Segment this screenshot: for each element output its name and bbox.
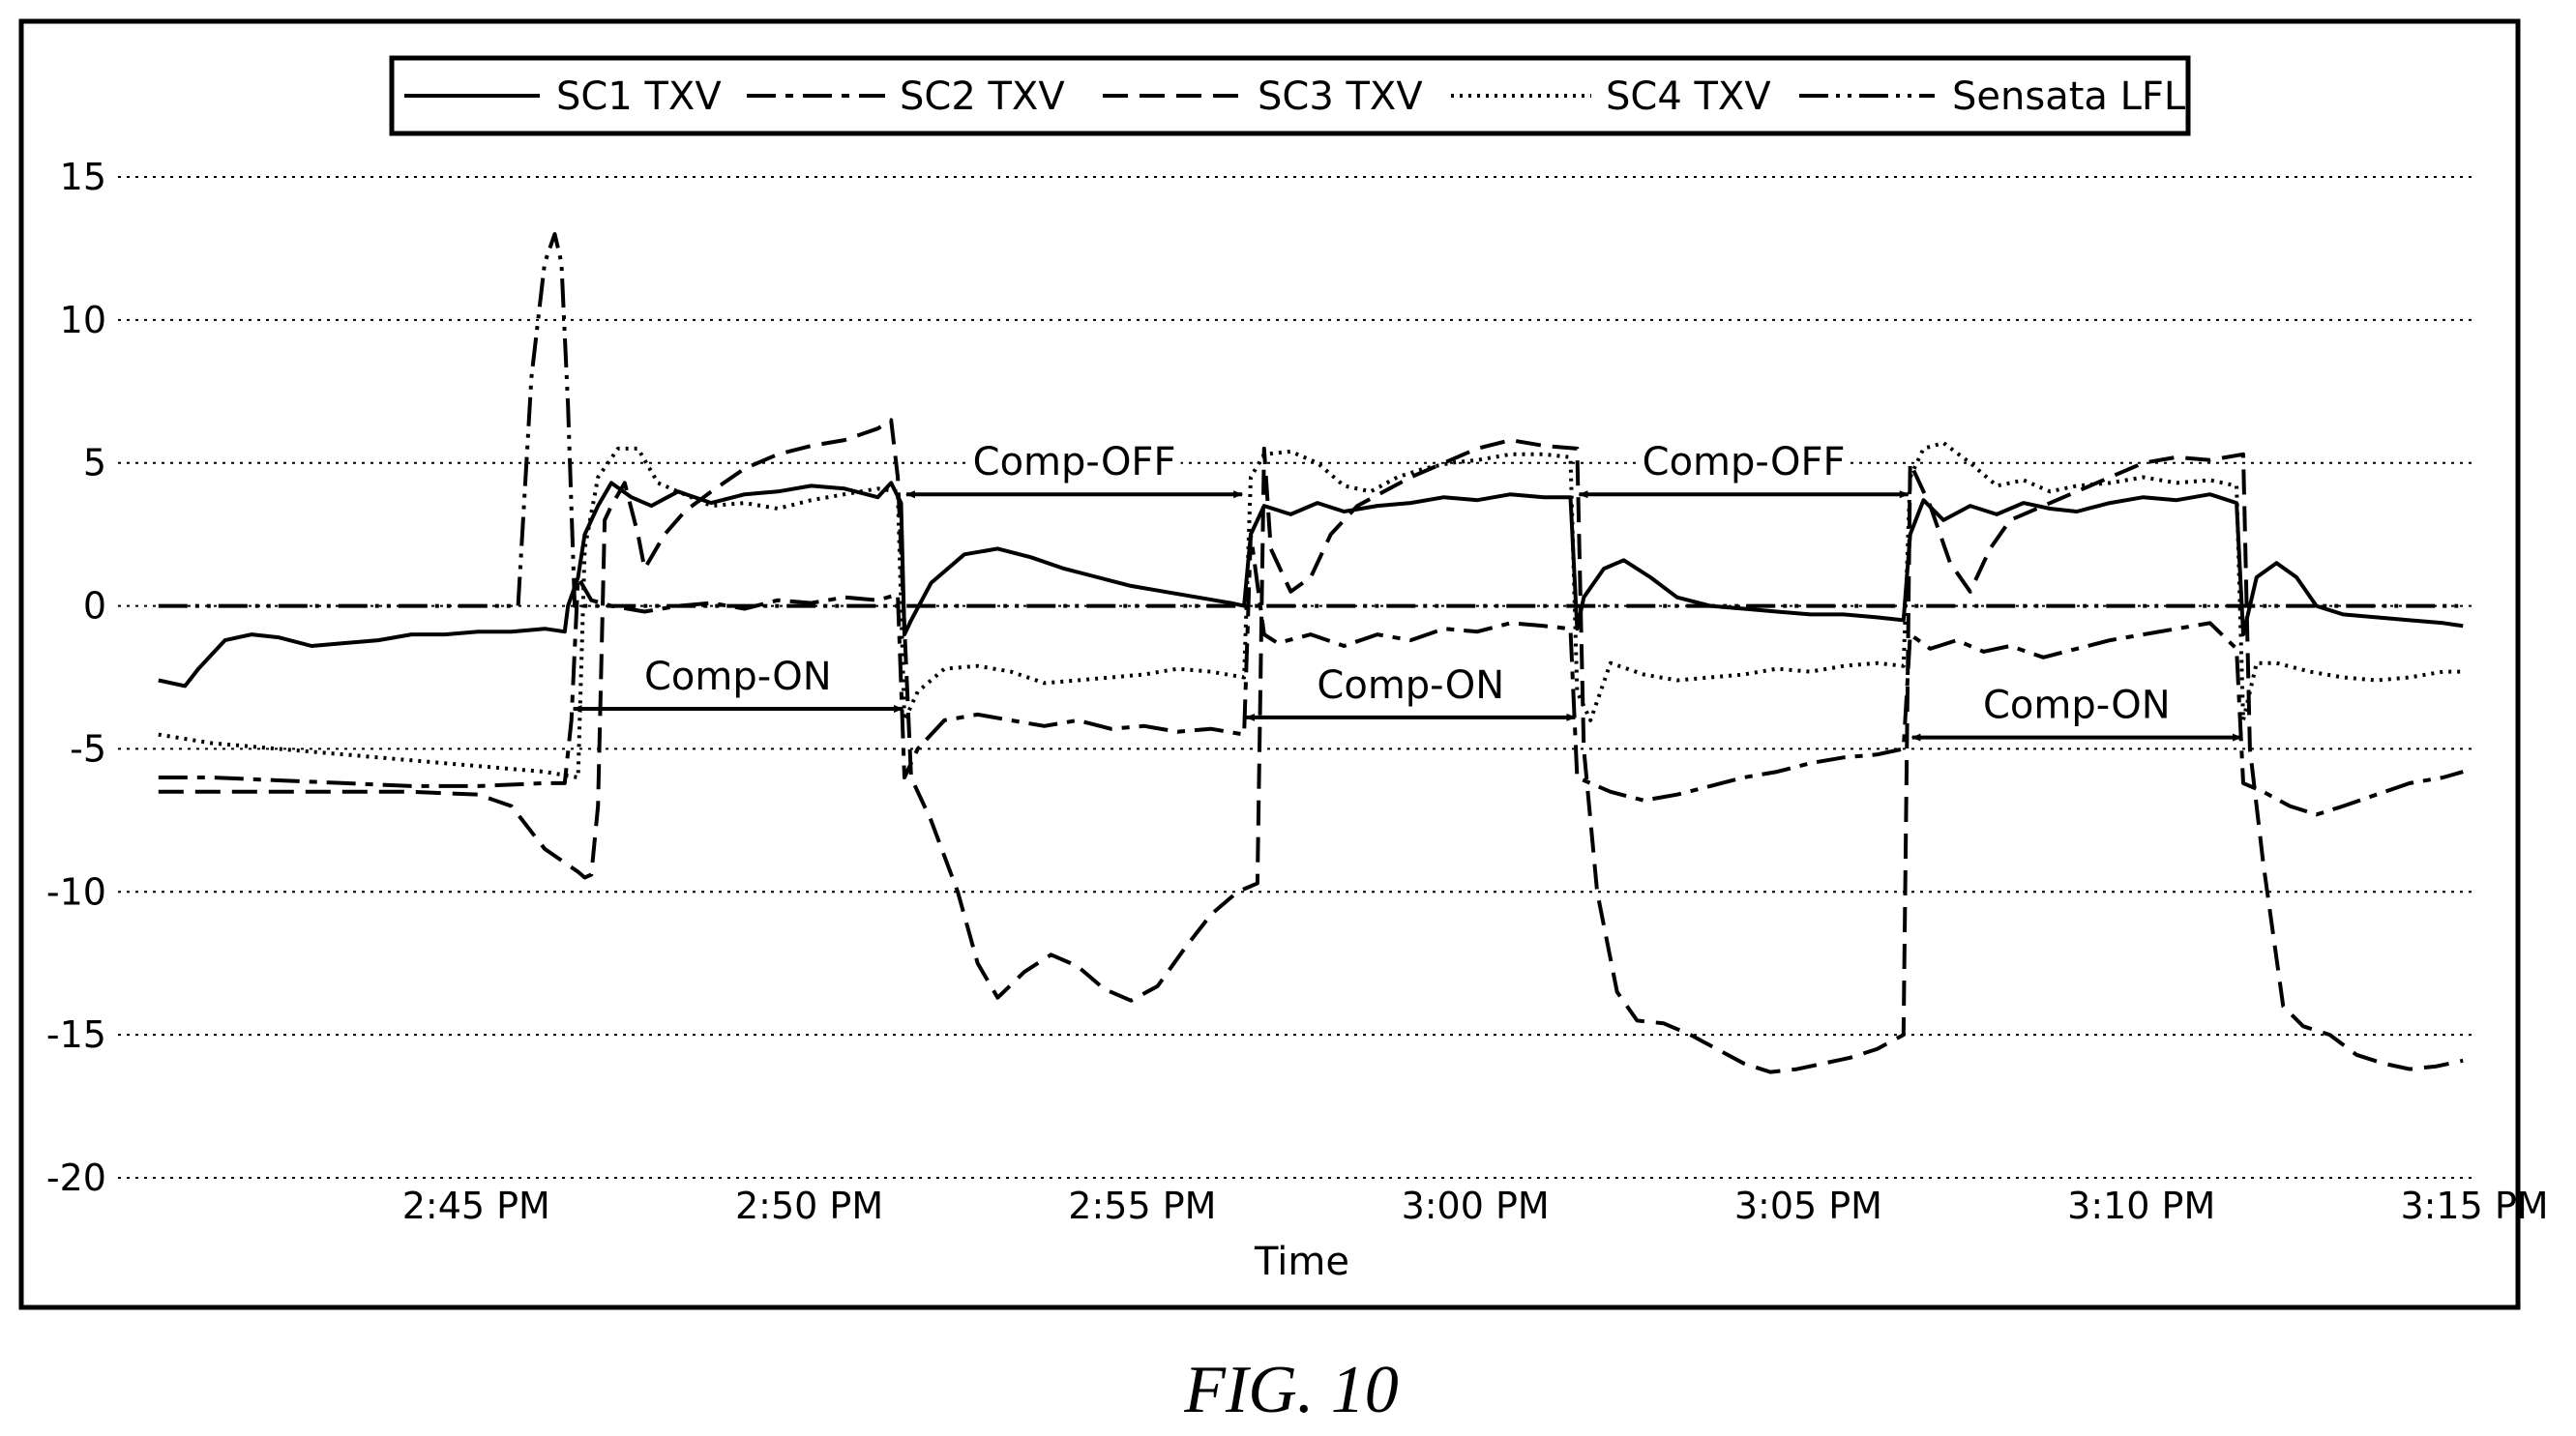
x-tick-label: 3:15 PM: [2400, 1185, 2548, 1227]
legend-label: SC2 TXV: [900, 74, 1065, 119]
annotation-label-bg: [967, 438, 1181, 484]
x-tick-label: 3:10 PM: [2067, 1185, 2215, 1227]
x-axis-ticks: 2:45 PM 2:50 PM 2:55 PM 3:00 PM 3:05 PM 3:10 …: [402, 1185, 2549, 1227]
y-tick-label: 5: [83, 442, 106, 484]
series-line-1: [158, 481, 2464, 689]
annotation-label-bg: [643, 653, 833, 698]
x-tick-label: 2:55 PM: [1068, 1185, 1216, 1227]
y-tick-label: -5: [70, 727, 106, 770]
annotations: Comp-ON Comp-OFF Comp-ON Comp-OFF Comp-ON: [572, 438, 2242, 742]
annotation-label-bg: [1637, 438, 1851, 484]
x-axis-title: Time: [1254, 1240, 1349, 1284]
series-line-4: [158, 441, 2464, 779]
series-line-3: [158, 418, 2464, 1074]
y-tick-label: 10: [60, 299, 106, 341]
x-tick-label: 3:05 PM: [1734, 1185, 1882, 1227]
annotation-label: Comp-OFF: [1643, 440, 1846, 484]
legend: SC1 TXV SC2 TXV SC3 TXV SC4 TXV Sensata LFL: [389, 55, 2191, 136]
legend-label: SC1 TXV: [556, 74, 722, 119]
y-tick-label: 0: [83, 585, 106, 628]
series-lines: [158, 232, 2464, 1074]
annotation-label-bg: [1982, 681, 2172, 726]
annotation-label: Comp-OFF: [973, 440, 1176, 484]
annotation-label: Comp-ON: [644, 655, 832, 699]
y-tick-label: -10: [46, 870, 106, 913]
annotation-label-bg: [1316, 660, 1505, 706]
x-tick-label: 3:00 PM: [1402, 1185, 1550, 1227]
y-tick-label: -20: [46, 1157, 106, 1199]
legend-label: SC4 TXV: [1606, 74, 1771, 119]
figure-caption: FIG. 10: [1183, 1353, 1399, 1427]
series-line-5: [158, 232, 2464, 608]
annotation-label: Comp-ON: [1983, 684, 2171, 728]
chart-border: [18, 18, 2521, 1310]
legend-label: Sensata LFL: [1952, 74, 2186, 119]
series-line-2: [158, 532, 2464, 817]
y-tick-label: -15: [46, 1013, 106, 1056]
legend-label: SC3 TXV: [1258, 74, 1423, 119]
x-tick-label: 2:50 PM: [735, 1185, 883, 1227]
x-tick-label: 2:45 PM: [402, 1185, 550, 1227]
gridlines: [118, 176, 2476, 1179]
legend-box: [389, 55, 2191, 136]
annotation-label: Comp-ON: [1317, 663, 1504, 708]
y-axis-ticks: 15 10 5 0 -5 -10 -15 -20: [46, 156, 106, 1199]
y-tick-label: 15: [60, 156, 106, 198]
